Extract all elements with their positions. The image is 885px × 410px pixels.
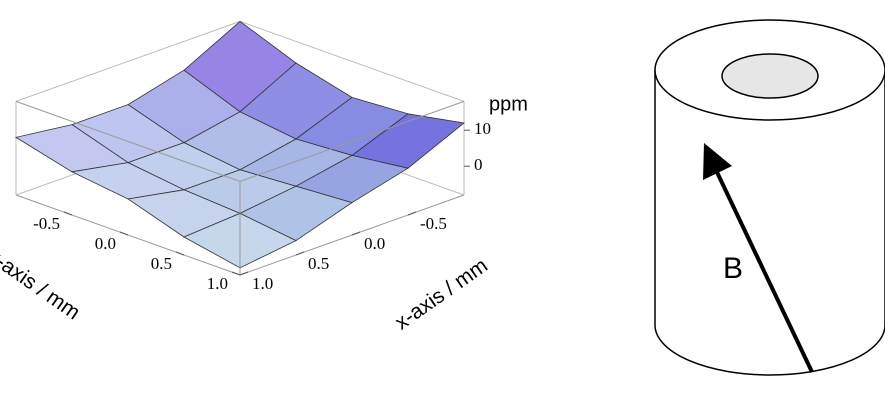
x-tick xyxy=(407,211,417,216)
field-label: B xyxy=(723,252,743,285)
cylinder-body xyxy=(654,70,885,376)
field-arrow xyxy=(713,167,814,373)
x-tick-label: -0.5 xyxy=(420,214,447,233)
surface-plot: -0.5 0.0 0.5 1.0 -0.5 0.0 0.5 1.0 0 10 ppm y-axis /… xyxy=(0,20,528,334)
y-tick-label: -0.5 xyxy=(33,214,60,233)
z-tick-label: 10 xyxy=(474,119,491,138)
x-axis-label: x-axis / mm xyxy=(391,254,492,334)
box-edge xyxy=(15,20,241,102)
y-tick xyxy=(119,231,129,236)
y-tick-label: 0.0 xyxy=(95,234,116,253)
y-tick xyxy=(63,211,73,216)
box-edge xyxy=(15,100,241,182)
x-tick-label: 0.5 xyxy=(308,254,329,273)
cylinder-bore xyxy=(721,53,819,99)
cylinder-diagram xyxy=(654,19,885,376)
y-tick-label: 0.5 xyxy=(151,254,172,273)
x-tick-label: 1.0 xyxy=(252,274,273,293)
x-tick-label: 0.0 xyxy=(364,234,385,253)
x-tick xyxy=(295,251,305,256)
x-tick xyxy=(351,231,361,236)
y-tick xyxy=(175,251,185,256)
z-axis-label: ppm xyxy=(489,94,528,116)
y-axis-label: y-axis / mm xyxy=(0,244,84,324)
x-tick xyxy=(239,271,249,276)
box-edge xyxy=(239,100,465,182)
arrow-head xyxy=(703,143,732,180)
box-edge xyxy=(239,20,465,102)
y-tick-label: 1.0 xyxy=(207,274,228,293)
y-tick xyxy=(231,271,241,276)
z-tick-label: 0 xyxy=(474,155,483,174)
